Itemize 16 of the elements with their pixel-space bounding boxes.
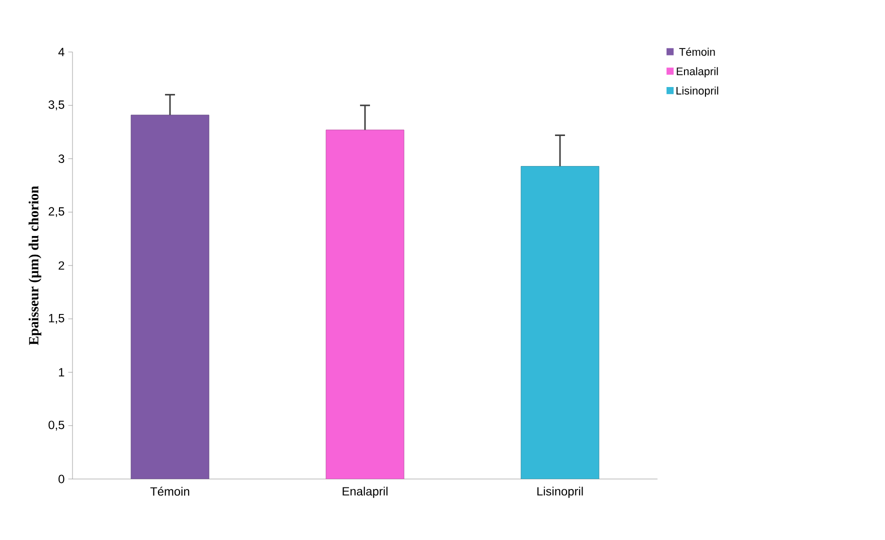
- y-tick-label: 3: [58, 154, 64, 163]
- y-tick-label: 2,5: [48, 207, 64, 218]
- x-tick-label: Enalapril: [342, 486, 388, 498]
- y-tick-label: 2: [58, 261, 64, 270]
- y-tick-label: 4: [58, 48, 64, 56]
- y-tick-label: 0,5: [48, 420, 64, 431]
- legend-label: Témoin: [679, 48, 715, 56]
- y-tick-label: 1,5: [49, 314, 64, 324]
- legend-label: Lisinopril: [676, 86, 718, 97]
- y-axis-title: Epaisseur (µm) du chorion: [28, 186, 42, 346]
- y-tick-label: 0: [58, 474, 64, 484]
- x-tick-label: Lisinopril: [537, 486, 583, 498]
- y-tick-label: 1: [58, 368, 64, 376]
- x-tick-label: Témoin: [150, 486, 190, 496]
- y-tick-label: 3,5: [48, 100, 64, 110]
- legend-label: Enalapril: [676, 67, 718, 78]
